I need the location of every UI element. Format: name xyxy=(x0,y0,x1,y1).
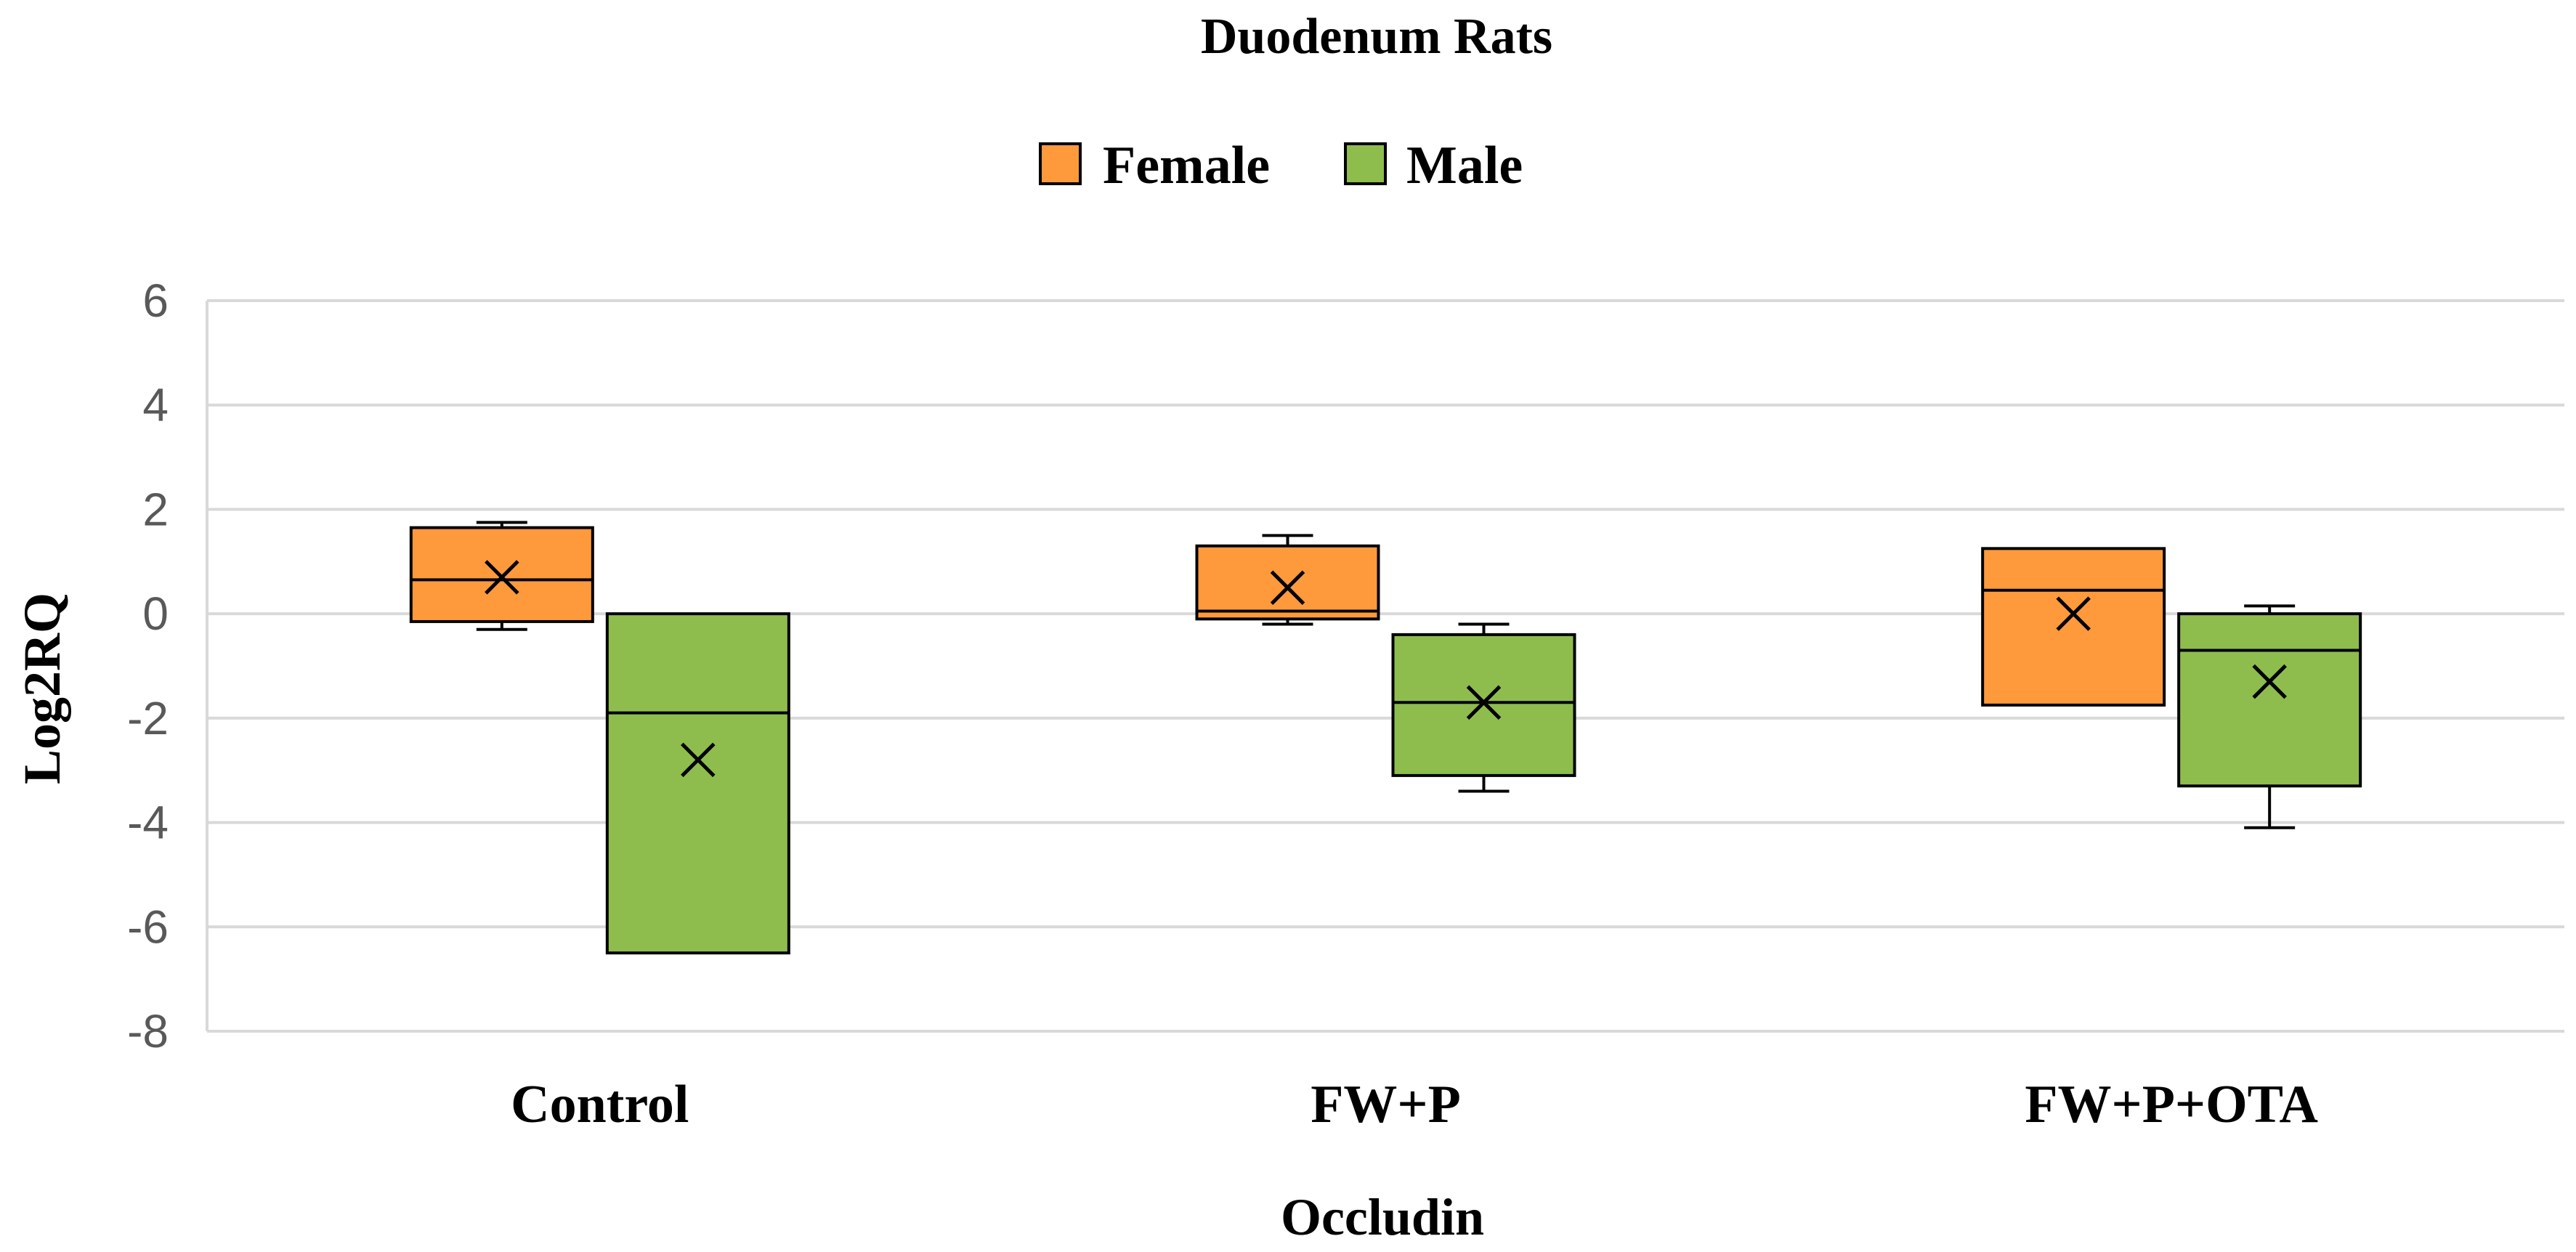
legend-swatch-female xyxy=(1039,142,1082,185)
mean-marker xyxy=(1466,685,1502,720)
box-body xyxy=(1981,547,2166,707)
x-axis-label: Occludin xyxy=(1281,1188,1484,1246)
y-tick-label: 6 xyxy=(142,275,169,327)
box-body xyxy=(1195,544,1380,621)
box-male-0 xyxy=(605,612,790,955)
mean-marker xyxy=(2252,664,2287,699)
boxes xyxy=(409,521,2362,955)
mean-marker xyxy=(681,742,716,778)
y-tick-label: 4 xyxy=(142,379,169,431)
x-tick-label: Control xyxy=(511,1075,689,1134)
chart-title: Duodenum Rats xyxy=(1201,9,1552,65)
y-tick-label: -6 xyxy=(127,901,169,953)
legend-swatch-male xyxy=(1344,142,1387,185)
y-tick-label: 0 xyxy=(142,588,169,640)
box-body xyxy=(1391,633,1576,777)
box-female-0 xyxy=(409,521,594,631)
y-axis-ticks: 6 4 2 0 -2 -4 -6 -8 xyxy=(127,275,169,1057)
box-body xyxy=(2177,612,2362,788)
y-tick-label: -4 xyxy=(127,797,169,849)
box-female-1 xyxy=(1195,534,1380,626)
y-axis-label: Log2RQ xyxy=(13,593,71,784)
box-male-1 xyxy=(1391,622,1576,793)
box-body xyxy=(409,526,594,623)
box-male-2 xyxy=(2177,604,2362,829)
gridlines xyxy=(206,299,2564,1033)
x-axis-ticks: Control FW+P FW+P+OTA xyxy=(511,1075,2318,1134)
y-tick-label: -8 xyxy=(127,1005,169,1057)
y-tick-label: 2 xyxy=(142,483,169,535)
legend-label-female: Female xyxy=(1103,136,1270,195)
x-tick-label: FW+P+OTA xyxy=(2025,1075,2318,1134)
mean-marker xyxy=(2056,596,2091,631)
box-body xyxy=(605,612,790,955)
x-tick-label: FW+P xyxy=(1311,1075,1461,1134)
mean-marker xyxy=(1270,570,1305,605)
mean-marker xyxy=(485,560,519,595)
legend: Female Male xyxy=(1039,136,1523,195)
box-female-2 xyxy=(1981,547,2166,707)
legend-label-male: Male xyxy=(1406,136,1523,195)
y-tick-label: -2 xyxy=(127,692,169,744)
